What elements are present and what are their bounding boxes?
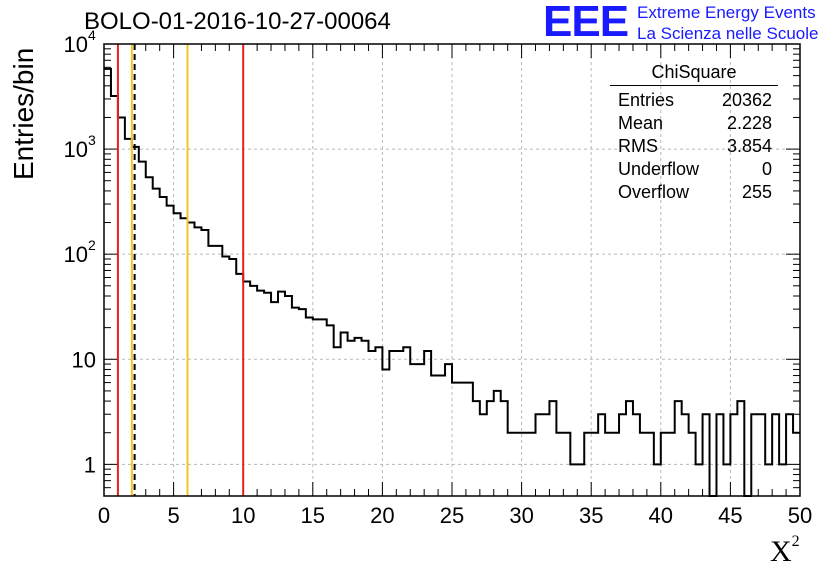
y-tick-label: 10 bbox=[72, 347, 96, 372]
y-tick-exponent: 2 bbox=[88, 237, 96, 253]
stats-label: RMS bbox=[618, 136, 658, 156]
x-tick-label: 40 bbox=[649, 503, 673, 528]
y-tick-label: 1 bbox=[84, 452, 96, 477]
stats-box: ChiSquare Entries 20362 Mean 2.228 RMS 3.85… bbox=[610, 62, 778, 204]
stats-title: ChiSquare bbox=[610, 62, 778, 86]
x-axis-label-exponent: 2 bbox=[791, 533, 800, 550]
stats-value: 20362 bbox=[721, 90, 772, 110]
stats-row-underflow: Underflow 0 bbox=[610, 158, 778, 181]
stats-value: 2.228 bbox=[726, 113, 772, 133]
plot-frame bbox=[103, 43, 801, 497]
y-tick-exponent: 3 bbox=[88, 132, 96, 148]
brand-subtitle: La Scienza nelle Scuole bbox=[637, 24, 819, 43]
x-tick-label: 50 bbox=[788, 503, 812, 528]
stats-value: 0 bbox=[761, 159, 772, 179]
y-axis-label: Entries/bin bbox=[8, 47, 39, 180]
stats-value: 255 bbox=[741, 182, 772, 202]
chart-title: BOLO-01-2016-10-27-00064 bbox=[84, 8, 391, 35]
x-tick-label: 0 bbox=[98, 503, 110, 528]
stats-label: Mean bbox=[618, 113, 664, 133]
x-tick-label: 5 bbox=[167, 503, 179, 528]
x-tick-label: 35 bbox=[579, 503, 603, 528]
y-tick-label: 10 bbox=[64, 32, 88, 57]
x-axis-label-base: X bbox=[770, 535, 792, 568]
brand-name: Extreme Energy Events bbox=[637, 3, 816, 22]
x-tick-label: 45 bbox=[718, 503, 742, 528]
eee-logo: EEE bbox=[543, 0, 629, 46]
stats-row-mean: Mean 2.228 bbox=[610, 112, 778, 135]
stats-value: 3.854 bbox=[726, 136, 772, 156]
y-tick-exponent: 4 bbox=[88, 27, 96, 43]
x-tick-label: 25 bbox=[440, 503, 464, 528]
x-tick-label: 10 bbox=[231, 503, 255, 528]
y-tick-label: 10 bbox=[64, 137, 88, 162]
stats-row-overflow: Overflow 255 bbox=[610, 181, 778, 204]
x-tick-label: 15 bbox=[301, 503, 325, 528]
stats-label: Entries bbox=[618, 90, 675, 110]
x-axis-label: X2 bbox=[770, 533, 800, 569]
histogram-line bbox=[104, 67, 800, 497]
stats-label: Overflow bbox=[618, 182, 690, 202]
x-tick-label: 30 bbox=[509, 503, 533, 528]
stats-row-entries: Entries 20362 bbox=[610, 89, 778, 112]
stats-row-rms: RMS 3.854 bbox=[610, 135, 778, 158]
x-tick-label: 20 bbox=[370, 503, 394, 528]
stats-label: Underflow bbox=[618, 159, 700, 179]
y-tick-label: 10 bbox=[64, 242, 88, 267]
